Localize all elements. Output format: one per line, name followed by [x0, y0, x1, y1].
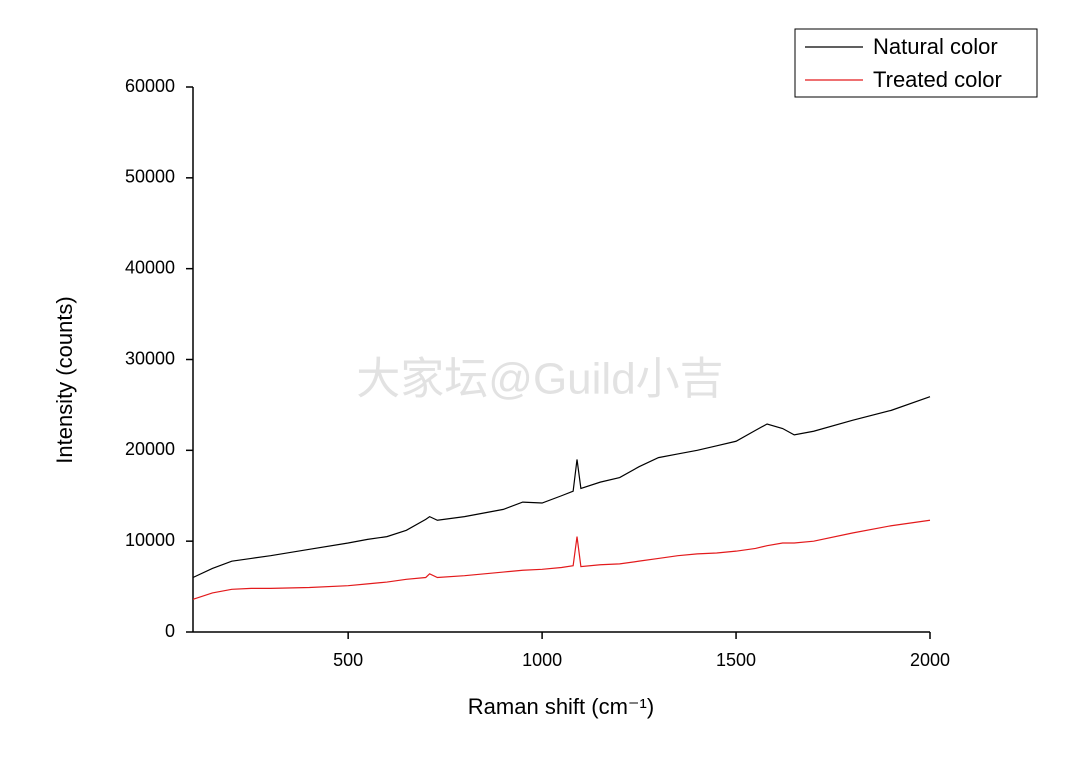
x-tick-label: 500: [333, 650, 363, 670]
x-tick-label: 1500: [716, 650, 756, 670]
y-axis-title: Intensity (counts): [52, 296, 77, 464]
series-line: [192, 396, 931, 579]
y-tick-label: 0: [165, 621, 175, 641]
watermark: 大家坛@Guild小吉: [356, 355, 723, 404]
x-tick-label: 2000: [910, 650, 950, 670]
x-axis-title: Raman shift (cm⁻¹): [468, 694, 654, 719]
y-tick-label: 60000: [125, 76, 175, 96]
legend-box: [794, 28, 1038, 98]
legend-label: Natural color: [873, 34, 998, 59]
y-tick-label: 20000: [125, 439, 175, 459]
y-tick-label: 40000: [125, 257, 175, 277]
y-tick-label: 30000: [125, 348, 175, 368]
y-tick-label: 10000: [125, 530, 175, 550]
series-line: [192, 519, 931, 600]
y-tick-label: 50000: [125, 167, 175, 187]
legend-label: Treated color: [873, 67, 1002, 92]
x-tick-label: 1000: [522, 650, 562, 670]
